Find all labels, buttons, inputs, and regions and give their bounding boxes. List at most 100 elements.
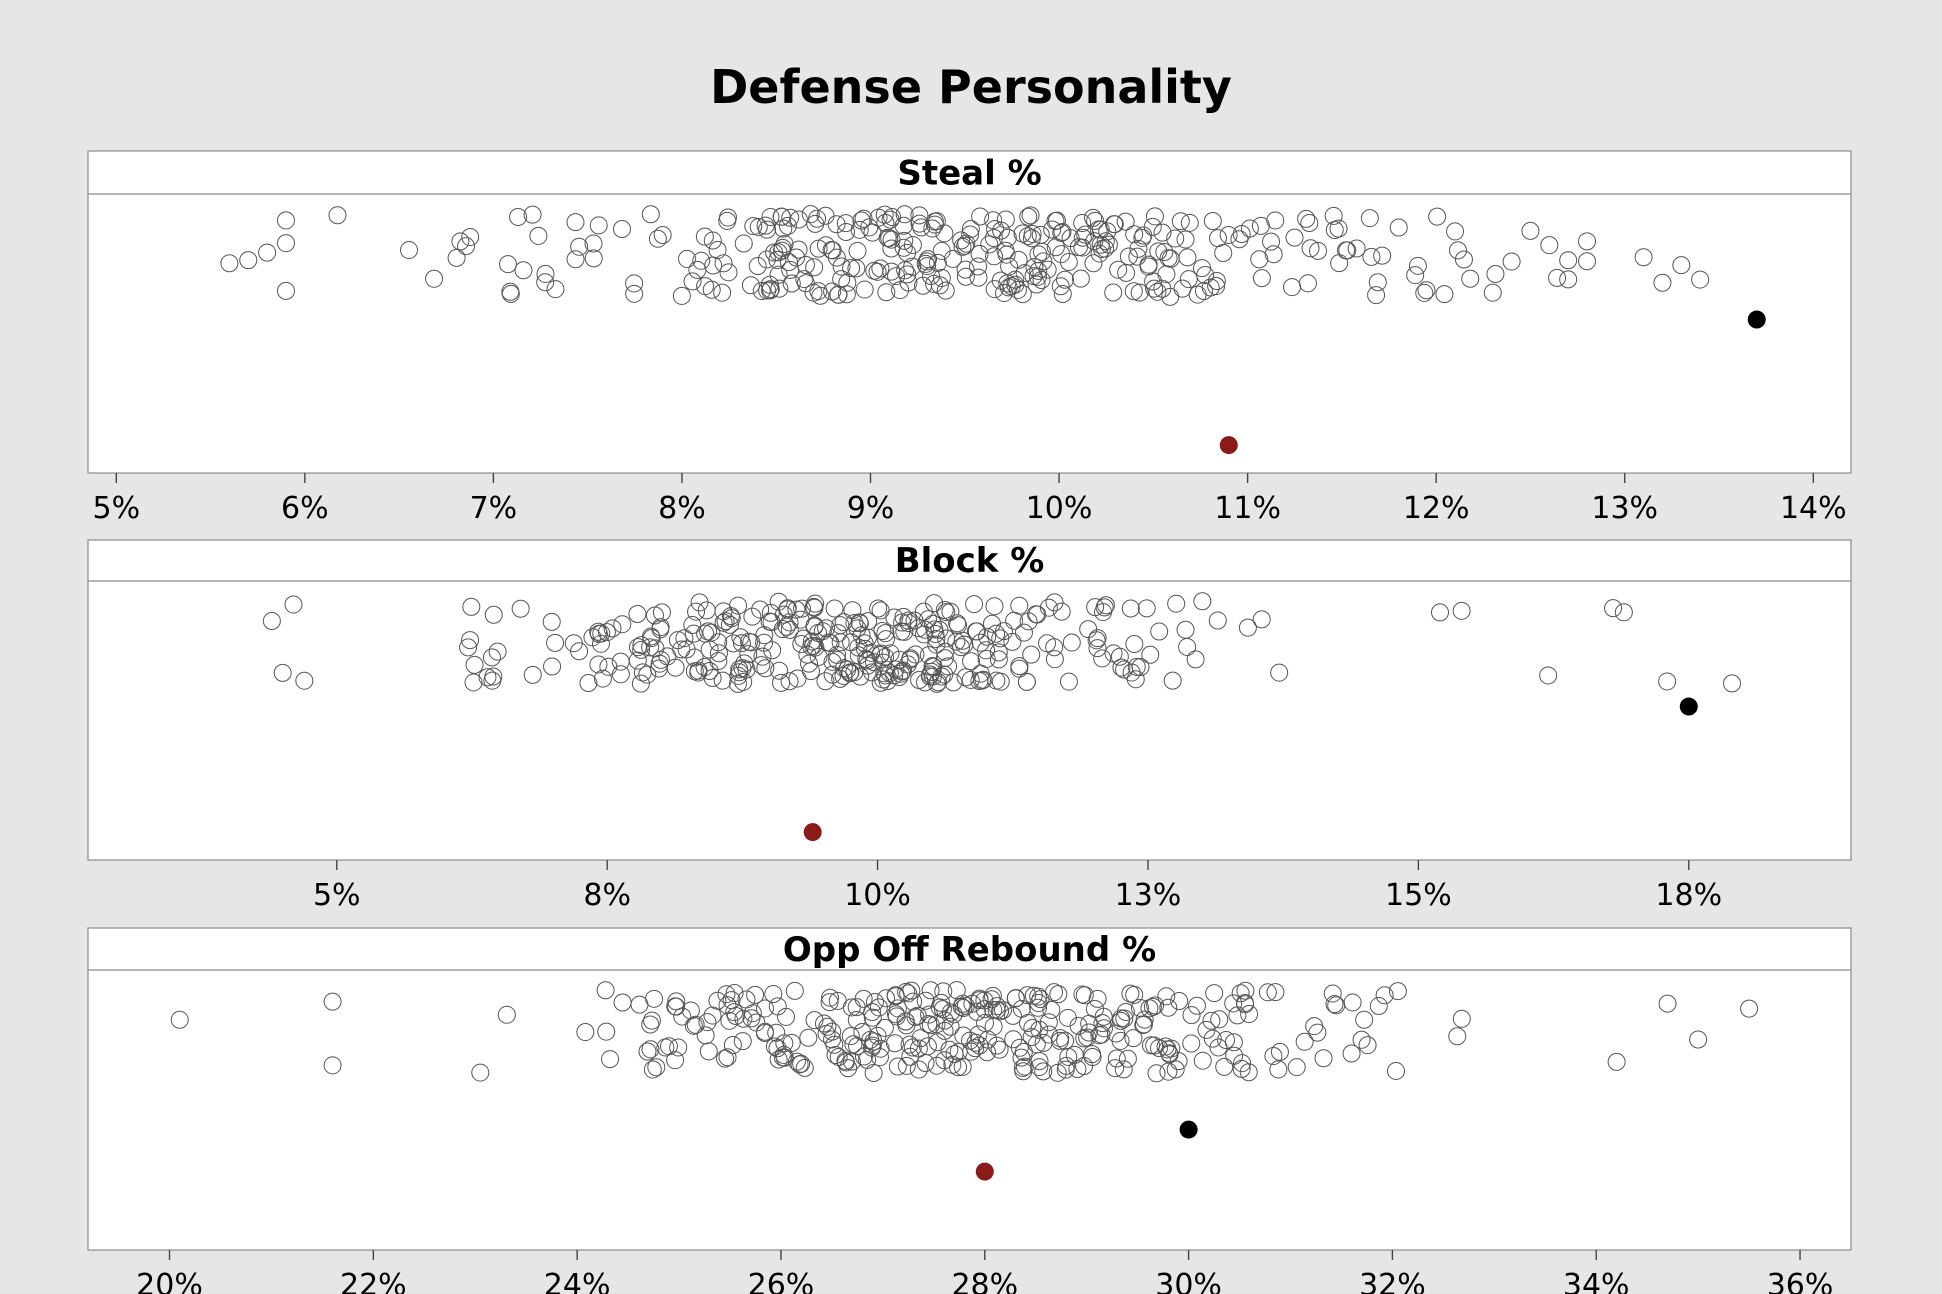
data-point: [295, 671, 314, 690]
data-point: [1133, 228, 1152, 247]
data-point: [1022, 645, 1041, 664]
data-point: [1086, 211, 1105, 230]
data-point: [276, 211, 295, 230]
data-point: [966, 622, 985, 641]
data-point: [1483, 283, 1502, 302]
data-point: [1004, 1030, 1023, 1049]
data-point: [947, 981, 966, 1000]
data-point: [1093, 649, 1112, 668]
data-point: [1141, 645, 1160, 664]
x-tick-label: 15%: [1385, 878, 1452, 913]
data-point: [262, 611, 281, 630]
data-point: [821, 988, 840, 1007]
data-point: [1233, 1054, 1252, 1073]
data-point: [667, 992, 686, 1011]
data-point: [625, 274, 644, 293]
data-point: [888, 1057, 907, 1076]
data-point: [720, 615, 739, 634]
data-point: [514, 261, 533, 280]
data-point: [1163, 671, 1182, 690]
data-point: [834, 613, 853, 632]
data-point: [1197, 1020, 1216, 1039]
data-point: [1094, 1007, 1113, 1026]
data-point: [969, 268, 988, 287]
data-point: [897, 1056, 916, 1075]
data-point: [1180, 213, 1199, 232]
data-point: [451, 232, 470, 251]
data-point: [905, 611, 924, 630]
data-point: [461, 631, 480, 650]
data-point: [1368, 273, 1387, 292]
data-point: [885, 666, 904, 685]
data-point: [729, 596, 748, 615]
panel-label: Steal %: [897, 154, 1041, 194]
data-point: [785, 981, 804, 1000]
data-point: [978, 627, 997, 646]
data-point: [864, 1032, 883, 1051]
data-point: [1203, 211, 1222, 230]
data-point: [996, 210, 1015, 229]
data-point: [1121, 599, 1140, 618]
data-point: [1014, 623, 1033, 642]
data-point: [901, 650, 920, 669]
data-point: [761, 207, 780, 226]
data-point: [876, 630, 895, 649]
data-point: [805, 617, 824, 636]
data-point: [897, 982, 916, 1001]
data-point: [592, 624, 611, 643]
data-point: [641, 1040, 660, 1059]
data-point: [1435, 285, 1454, 304]
data-point: [709, 644, 728, 663]
data-point: [895, 205, 914, 224]
data-point: [499, 255, 518, 274]
data-point: [1147, 1064, 1166, 1083]
data-point: [933, 1000, 952, 1019]
data-point: [989, 650, 1008, 669]
highlight-point-red: [1219, 436, 1238, 455]
data-point: [1287, 1058, 1306, 1077]
x-tick-label: 11%: [1214, 491, 1281, 526]
data-point: [780, 620, 799, 639]
data-point: [900, 1035, 919, 1054]
data-point: [1029, 994, 1048, 1013]
data-point: [723, 1036, 742, 1055]
data-point: [1086, 598, 1105, 617]
data-point: [1052, 245, 1071, 264]
data-point: [276, 281, 295, 300]
data-point: [909, 1060, 928, 1079]
data-point: [865, 992, 884, 1011]
data-point: [937, 603, 956, 622]
data-point: [1032, 271, 1051, 290]
data-point: [695, 227, 714, 246]
data-point: [220, 254, 239, 273]
data-point: [864, 1063, 883, 1082]
data-point: [910, 206, 929, 225]
data-point: [894, 607, 913, 626]
data-point: [1090, 244, 1109, 263]
data-point: [1006, 989, 1025, 1008]
data-point: [1194, 281, 1213, 300]
data-point: [675, 629, 694, 648]
data-point: [805, 598, 824, 617]
data-point: [944, 673, 963, 692]
data-point: [732, 634, 751, 653]
data-point: [484, 605, 503, 624]
data-point: [989, 643, 1008, 662]
x-tick-label: 22%: [340, 1268, 407, 1294]
data-point: [576, 1023, 595, 1042]
data-point: [1006, 275, 1025, 294]
data-point: [1106, 1059, 1125, 1078]
data-point: [1325, 995, 1344, 1014]
data-point: [1167, 594, 1186, 613]
data-point: [1012, 1048, 1031, 1067]
x-tick-label: 24%: [544, 1268, 611, 1294]
data-point: [816, 672, 835, 691]
data-point: [899, 984, 918, 1003]
data-point: [1088, 989, 1107, 1008]
data-point: [465, 655, 484, 674]
data-point: [887, 267, 906, 286]
data-point: [895, 622, 914, 641]
data-point: [1375, 986, 1394, 1005]
data-point: [941, 1003, 960, 1022]
data-point: [969, 257, 988, 276]
